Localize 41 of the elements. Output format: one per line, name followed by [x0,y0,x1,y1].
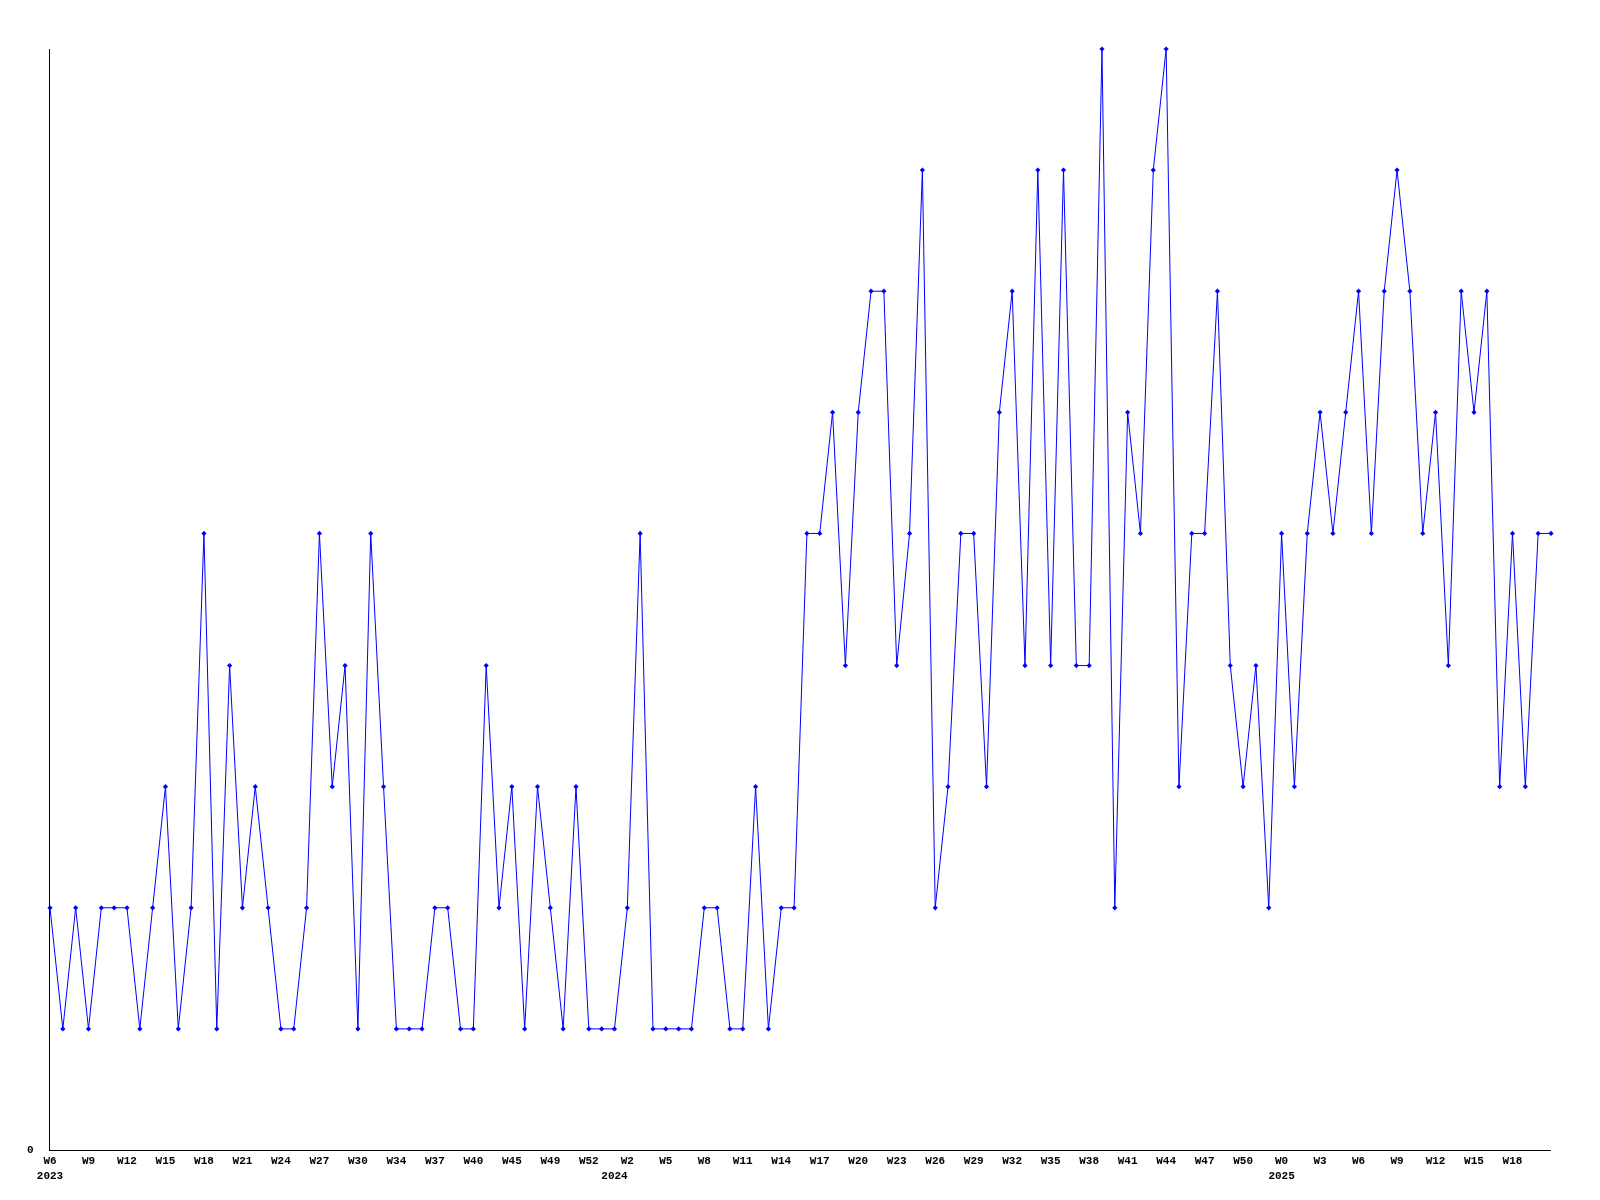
x-tick-label: W38 [1079,1155,1100,1168]
x-tick-label: W15 [1464,1155,1485,1168]
x-tick-label: W6 [1351,1155,1366,1168]
x-tick-label: W18 [1502,1155,1523,1168]
x-tick-label: W41 [1117,1155,1138,1168]
x-tick-label: W35 [1040,1155,1061,1168]
x-tick-label: W30 [347,1155,368,1168]
x-tick-label: W45 [501,1155,523,1168]
x-tick-label: W49 [540,1155,561,1168]
x-tick-label: W6 2023 [36,1155,64,1182]
x-tick-label: W3 [1313,1155,1328,1168]
x-tick-label: W5 [659,1155,673,1168]
x-tick-label: W17 [809,1155,830,1168]
x-tick-label: W18 [194,1155,215,1168]
x-tick-label: W20 [848,1155,869,1168]
x-tick-label: W8 [697,1155,712,1168]
x-tick-label: W47 [1194,1155,1215,1168]
x-tick-label: W14 [771,1155,792,1168]
x-tick-label: W44 [1156,1155,1177,1168]
x-tick-label: 2024 [601,1169,629,1182]
x-tick-label: W34 [386,1155,407,1168]
x-tick-label: W40 [463,1155,484,1168]
x-tick-label: W24 [271,1155,292,1168]
x-tick-label: W12 [117,1155,137,1168]
x-tick-label: W9 [81,1155,96,1168]
x-tick-label: W11 [732,1155,754,1168]
x-tick-label: W9 [1390,1155,1404,1168]
text: 0 [27,1144,34,1156]
x-tick-label: W50 [1233,1155,1254,1168]
x-tick-label: W2 [620,1155,634,1168]
x-tick-label: W27 [309,1155,330,1168]
x-tick-label: W15 [155,1155,176,1168]
x-tick-label: W12 [1425,1155,1446,1168]
x-tick-label: W23 [886,1155,908,1168]
x-tick-label: W0 2025 [1268,1155,1296,1182]
x-tick-label: W29 [963,1155,984,1168]
x-tick-label: W26 [925,1155,946,1168]
x-tick-label: W52 [578,1155,599,1168]
x-tick-label: W37 [424,1155,445,1168]
x-tick-label: W32 [1002,1155,1023,1168]
x-tick-label: W21 [232,1155,253,1168]
